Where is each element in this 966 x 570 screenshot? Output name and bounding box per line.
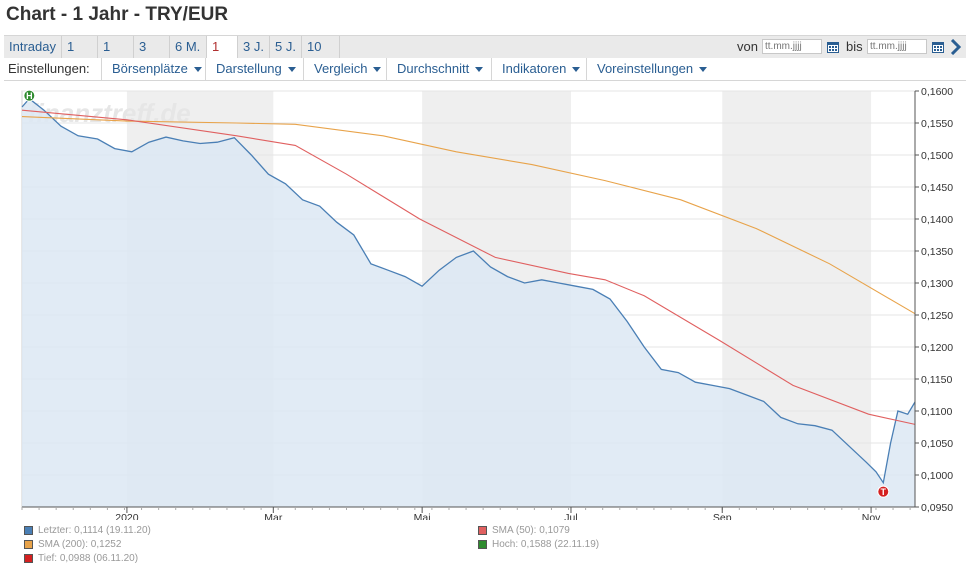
legend-text: SMA (50): 0,1079	[492, 525, 570, 536]
tab-3m[interactable]: 3 M.	[134, 36, 170, 76]
chevron-down-icon	[475, 67, 484, 73]
to-date-input[interactable]	[867, 39, 927, 54]
sma200-line	[21, 116, 916, 315]
y-tick-label: 0,1150	[921, 374, 952, 386]
menu-label: Durchschnitt	[397, 61, 470, 76]
tab-6m[interactable]: 6 M.	[170, 36, 207, 58]
legend-item: Letzter: 0,1114 (19.11.20)	[24, 524, 151, 537]
tab-10j[interactable]: 10 J.	[302, 36, 340, 76]
legend-text: Hoch: 0,1588 (22.11.19)	[492, 539, 600, 550]
legend-swatch	[24, 525, 33, 535]
chevron-down-icon	[572, 67, 581, 73]
chevron-right-icon[interactable]	[950, 39, 962, 55]
tab-1j[interactable]: 1 J.	[207, 36, 238, 76]
legend-text: Letzter: 0,1114 (19.11.20)	[38, 525, 151, 536]
menu-label: Börsenplätze	[112, 61, 188, 76]
legend-item: SMA (200): 0,1252	[24, 538, 121, 551]
price-line	[21, 97, 916, 485]
legend-item: Hoch: 0,1588 (22.11.19)	[478, 538, 599, 551]
low-marker	[877, 485, 890, 498]
menu-voreinstellungen[interactable]: Voreinstellungen	[586, 58, 717, 80]
page-title: Chart - 1 Jahr - TRY/EUR	[6, 4, 229, 25]
x-tick-label: 2020	[115, 512, 139, 520]
y-tick-label: 0,1100	[921, 406, 952, 418]
x-tick-label: Mai	[414, 512, 431, 520]
y-tick-label: 0,1200	[921, 342, 953, 354]
y-tick-label: 0,1450	[921, 182, 953, 194]
to-label: bis	[846, 39, 863, 54]
x-tick-label: Mar	[264, 512, 283, 520]
x-tick-label: Jul	[564, 512, 577, 520]
menu-label: Indikatoren	[502, 61, 567, 76]
legend-item: Tief: 0,0988 (06.11.20)	[24, 552, 138, 565]
legend-swatch	[478, 525, 487, 535]
tab-1w[interactable]: 1 W.	[62, 36, 98, 76]
y-tick-label: 0,1300	[921, 278, 953, 290]
menu-boersenplaetze[interactable]: Börsenplätze	[101, 58, 212, 80]
menu-durchschnitt[interactable]: Durchschnitt	[386, 58, 493, 80]
tab-intraday[interactable]: Intraday	[4, 36, 62, 58]
from-label: von	[737, 39, 758, 54]
x-tick-label: Sep	[713, 512, 732, 520]
y-tick-label: 0,1350	[921, 246, 953, 258]
period-tabbar: Intraday 1 W. 1 M. 3 M. 6 M. 1 J. 3 J. 5…	[4, 35, 966, 76]
legend-text: Tief: 0,0988 (06.11.20)	[38, 553, 139, 564]
high-marker-label: H	[26, 91, 33, 101]
menu-label: Darstellung	[216, 61, 282, 76]
menu-vergleich[interactable]: Vergleich	[303, 58, 391, 80]
chevron-down-icon	[699, 67, 708, 73]
menu-darstellung[interactable]: Darstellung	[205, 58, 306, 80]
menu-label: Vergleich	[314, 61, 368, 76]
chevron-down-icon	[373, 67, 382, 73]
x-tick-label: Nov	[862, 512, 881, 520]
y-tick-label: 0,1000	[921, 470, 953, 482]
menu-indikatoren[interactable]: Indikatoren	[491, 58, 590, 80]
y-tick-label: 0,1550	[921, 118, 953, 130]
sma50-line	[21, 109, 916, 425]
y-tick-label: 0,0950	[921, 502, 953, 514]
y-tick-label: 0,1600	[921, 86, 953, 98]
settings-bar: Einstellungen: Börsenplätze Darstellung …	[4, 58, 966, 81]
chevron-down-icon	[287, 67, 296, 73]
legend-swatch	[24, 539, 33, 549]
y-tick-label: 0,1400	[921, 214, 953, 226]
low-marker-label: T	[881, 487, 887, 497]
menu-label: Voreinstellungen	[597, 61, 694, 76]
tab-5j[interactable]: 5 J.	[270, 36, 302, 58]
settings-label: Einstellungen:	[8, 61, 90, 76]
legend-text: SMA (200): 0,1252	[38, 539, 122, 550]
from-date-input[interactable]	[762, 39, 822, 54]
legend-swatch	[24, 553, 33, 563]
y-tick-label: 0,1050	[921, 438, 953, 450]
price-area-fill	[22, 98, 915, 507]
calendar-icon[interactable]	[931, 40, 945, 54]
chevron-down-icon	[193, 67, 202, 73]
legend-swatch	[478, 539, 487, 549]
calendar-icon[interactable]	[826, 40, 840, 54]
price-chart[interactable]: finanztreff.de 0,16000,15500,15000,14500…	[0, 80, 966, 520]
tab-1m[interactable]: 1 M.	[98, 36, 134, 76]
legend-item: SMA (50): 0,1079	[478, 524, 570, 537]
high-marker	[23, 89, 36, 102]
tab-3j[interactable]: 3 J.	[238, 36, 270, 58]
y-tick-label: 0,1500	[921, 150, 953, 162]
y-tick-label: 0,1250	[921, 310, 953, 322]
